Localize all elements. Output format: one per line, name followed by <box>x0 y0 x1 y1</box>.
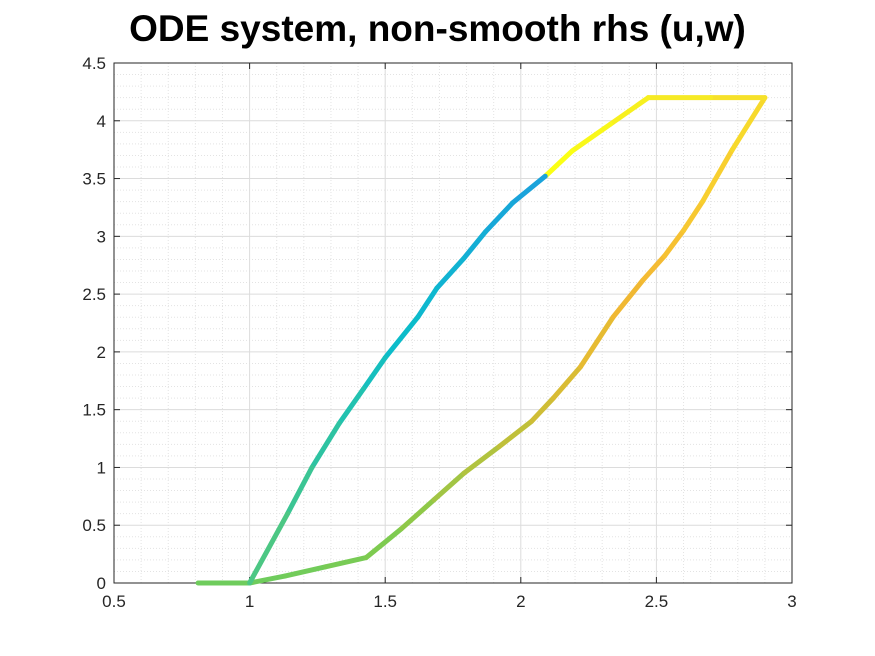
trajectory <box>195 95 768 586</box>
minor-grid <box>114 63 792 583</box>
trajectory-segment <box>729 95 768 153</box>
trajectory-segment <box>510 173 548 206</box>
trajectory-segment <box>431 470 467 503</box>
trajectory-segment <box>529 395 556 424</box>
major-grid <box>113 62 793 584</box>
trajectory-segment <box>550 364 583 401</box>
trajectory-segment <box>323 555 369 570</box>
x-tick-label: 3 <box>787 592 796 611</box>
x-tick-label: 1.5 <box>373 592 397 611</box>
trajectory-segment <box>382 314 421 361</box>
y-tick-label: 3.5 <box>82 170 106 189</box>
trajectory-segment <box>607 95 651 127</box>
y-tick-label: 3 <box>97 227 106 246</box>
trajectory-segment <box>542 148 575 179</box>
x-tick-labels: 0.5 1 1.5 2 2.5 3 <box>102 592 797 611</box>
y-tick-label: 0 <box>97 574 106 593</box>
trajectory-segment <box>398 497 437 532</box>
trajectory-segment <box>496 418 535 450</box>
trajectory-segment <box>461 444 502 476</box>
y-tick-label: 1.5 <box>82 401 106 420</box>
x-tick-label: 2 <box>516 592 525 611</box>
trajectory-segment <box>247 511 291 586</box>
x-tick-label: 2.5 <box>645 592 669 611</box>
trajectory-segment <box>336 386 367 427</box>
trajectory-segment <box>415 285 440 320</box>
trajectory-segment <box>309 421 342 470</box>
axis-ticks <box>113 62 793 584</box>
trajectory-segment <box>640 253 668 283</box>
trajectory-segment <box>569 121 613 154</box>
trajectory-segment <box>483 200 516 235</box>
trajectory-segment <box>577 314 616 370</box>
y-tick-label: 4.5 <box>82 54 106 73</box>
trajectory-segment <box>361 355 388 392</box>
y-tick-label: 2 <box>97 343 106 362</box>
trajectory-segment <box>681 199 706 234</box>
trajectory-segment <box>461 229 489 261</box>
trajectory-segment <box>282 564 329 579</box>
y-tick-label: 4 <box>97 112 106 131</box>
trajectory-segment <box>285 464 315 517</box>
trajectory-segment <box>363 526 404 561</box>
trajectory-segment <box>610 277 646 320</box>
plot-area-box <box>113 62 793 584</box>
chart-title: ODE system, non-smooth rhs (u,w) <box>129 8 746 49</box>
y-tick-label: 0.5 <box>82 516 106 535</box>
trajectory-segment <box>247 573 288 586</box>
y-tick-label: 2.5 <box>82 285 106 304</box>
trajectory-segment <box>700 147 735 205</box>
y-tick-label: 1 <box>97 458 106 477</box>
x-tick-label: 1 <box>245 592 254 611</box>
y-tick-labels: 0 0.5 1 1.5 2 2.5 3 3.5 4 4.5 <box>82 54 106 593</box>
trajectory-segment <box>662 228 687 259</box>
x-tick-label: 0.5 <box>102 592 126 611</box>
trajectory-segment <box>434 255 467 291</box>
